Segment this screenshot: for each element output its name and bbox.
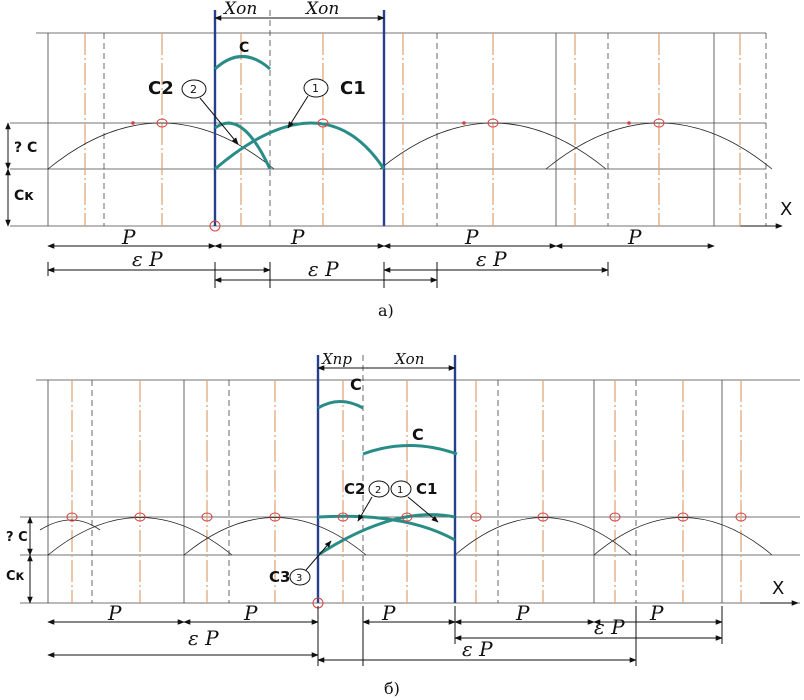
panel-a-ep-label: ε P bbox=[308, 257, 339, 281]
panel-b-badge-2-text: 2 bbox=[375, 485, 381, 496]
panel-b-p-label: P bbox=[649, 601, 664, 625]
panel-a-badge-1-text: 1 bbox=[312, 82, 319, 95]
panel-b-leader-1 bbox=[407, 496, 439, 523]
panel-a-axis-label: X bbox=[780, 199, 792, 220]
panel-b-vertical-dashed bbox=[91, 355, 637, 603]
panel-a-ep-label: ε P bbox=[476, 247, 507, 271]
panel-a-arc-c2 bbox=[214, 121, 272, 170]
panel-a-badge-2 bbox=[181, 79, 207, 99]
panel-b-badge-3-text: 3 bbox=[296, 573, 302, 584]
panel-b-leader-2 bbox=[357, 496, 373, 522]
panel-a-p-label: P bbox=[121, 225, 136, 249]
panel-b-label-c2: C2 bbox=[344, 480, 365, 498]
panel-a-label-c1: C1 bbox=[340, 78, 366, 99]
panel-a-horizontal-lines bbox=[10, 32, 766, 227]
panel-a-p-label: P bbox=[464, 225, 479, 249]
panel-a-thin-arcs bbox=[47, 122, 773, 170]
panel-a-leader-2 bbox=[199, 97, 239, 145]
panel-a-markers bbox=[131, 118, 665, 232]
panel-a-badge-2-text: 2 bbox=[190, 83, 197, 96]
panel-a-label-dc: ? C bbox=[14, 140, 37, 156]
panel-a-vertical-solid bbox=[47, 33, 715, 226]
panel-a-top-label-1: Хоп bbox=[222, 0, 257, 19]
panel-a-label-ck: Cк bbox=[14, 188, 34, 204]
panel-b-leader-3 bbox=[305, 540, 332, 571]
panel-b-label-dc: ? C bbox=[6, 530, 28, 545]
panel-a-arc-c1 bbox=[214, 121, 386, 171]
panel-b: X bbox=[6, 350, 800, 698]
panel-a-blue-lines bbox=[213, 10, 386, 226]
panel-a-ep-label: ε P bbox=[132, 247, 163, 271]
panel-b-vertical-solid bbox=[47, 380, 723, 603]
panel-b-top-label-2: Хоп bbox=[394, 350, 424, 368]
panel-b-orange-lines bbox=[71, 380, 742, 603]
panel-b-p-label: P bbox=[381, 601, 396, 625]
panel-b-label-c-mid: C bbox=[412, 425, 424, 444]
panel-a-vertical-dashed bbox=[103, 10, 767, 226]
panel-b-ep-label: ε P bbox=[188, 626, 219, 650]
panel-b-arc-c-top bbox=[317, 400, 364, 410]
panel-a-teal-arcs bbox=[213, 55, 386, 171]
panel-a-caption: а) bbox=[378, 301, 394, 320]
panel-b-badge-3 bbox=[289, 568, 311, 586]
panel-b-p-label: P bbox=[243, 601, 258, 625]
panel-b-badge-1 bbox=[390, 480, 412, 498]
panel-a-badge-1 bbox=[303, 78, 329, 98]
panel-a-orange-lines bbox=[84, 33, 741, 226]
panel-a-ep-dimensions bbox=[47, 262, 609, 288]
panel-a: X bbox=[5, 0, 792, 320]
panel-b-label-ck: Cк bbox=[6, 569, 25, 584]
panel-a-label-c2: C2 bbox=[148, 78, 174, 99]
panel-b-ep-dimensions bbox=[47, 606, 723, 666]
panel-a-leader-1 bbox=[287, 95, 309, 129]
panel-a-p-label: P bbox=[627, 225, 642, 249]
panel-b-ep-label: ε P bbox=[462, 637, 493, 661]
panel-b-label-c-top: C bbox=[350, 375, 362, 394]
panel-b-caption: б) bbox=[384, 679, 400, 698]
panel-b-label-c1: C1 bbox=[416, 480, 437, 498]
panel-b-p-label: P bbox=[515, 601, 530, 625]
panel-b-markers bbox=[66, 512, 747, 609]
panel-a-arc-c bbox=[213, 55, 271, 71]
panel-b-teal-arcs bbox=[317, 400, 458, 557]
panel-b-p-label: P bbox=[107, 601, 122, 625]
panel-b-badge-1-text: 1 bbox=[397, 485, 403, 496]
panel-b-ep-label: ε P bbox=[594, 615, 625, 639]
panel-b-top-label-1: Хпр bbox=[321, 350, 352, 368]
panel-b-label-c3: C3 bbox=[269, 568, 290, 586]
panel-b-arc-c2 bbox=[317, 514, 456, 542]
panel-b-blue-lines bbox=[316, 355, 457, 603]
panel-a-top-label-2: Хоп bbox=[304, 0, 339, 19]
panel-b-arc-c-mid bbox=[362, 444, 458, 456]
panel-b-axis-label: X bbox=[772, 578, 784, 599]
panel-a-p-label: P bbox=[290, 225, 305, 249]
panel-b-arc-c1 bbox=[317, 513, 456, 557]
panel-a-label-c: C bbox=[239, 40, 249, 56]
panel-b-badge-2 bbox=[368, 480, 390, 498]
